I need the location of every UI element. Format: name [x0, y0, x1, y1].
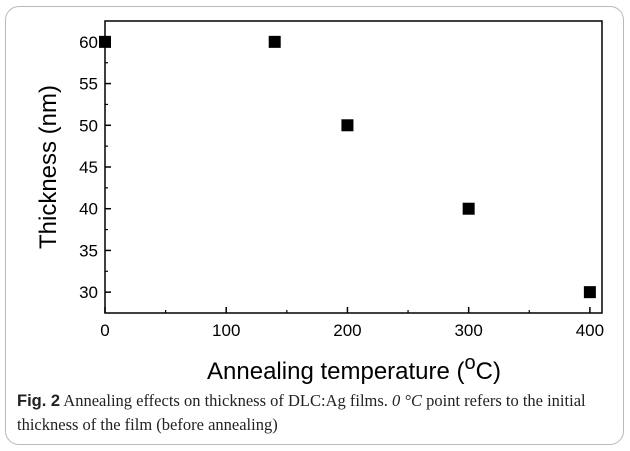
x-axis: 0 100 200 300 400 [100, 307, 604, 340]
y-axis-label: Thickness (nm) [35, 85, 62, 249]
x-axis-label-main: Annealing temperature ( [207, 358, 464, 385]
x-tick-label: 300 [454, 321, 482, 340]
x-tick-label: 100 [212, 321, 240, 340]
y-tick-label: 35 [79, 241, 98, 260]
figure-label: Fig. 2 [17, 392, 61, 410]
scatter-plot: 30 35 40 45 50 55 60 0 100 200 300 400 Thickness (… [35, 20, 604, 385]
x-tick-label: 0 [100, 321, 109, 340]
data-point [462, 202, 475, 215]
y-axis: 30 35 40 45 50 55 60 [79, 33, 111, 302]
x-axis-label-sup: o [465, 352, 476, 374]
data-point [583, 286, 596, 299]
y-tick-label: 50 [79, 116, 98, 135]
data-point [341, 119, 354, 132]
caption-italic: 0 °C [392, 391, 423, 410]
figure-frame [5, 6, 624, 445]
y-tick-label: 30 [79, 283, 98, 302]
caption-text-2: point refers to the initial thickness of… [17, 391, 586, 434]
y-tick-label: 60 [79, 33, 98, 52]
x-axis-label: Annealing temperature (oC) [207, 352, 501, 385]
y-tick-label: 45 [79, 158, 98, 177]
x-tick-label: 400 [576, 321, 604, 340]
y-tick-label: 55 [79, 75, 98, 94]
x-tick-label: 200 [333, 321, 361, 340]
data-point [268, 35, 281, 48]
caption-text-1: Annealing effects on thickness of DLC:Ag… [60, 391, 393, 410]
y-tick-label: 40 [79, 200, 98, 219]
x-axis-label-unit: C) [476, 358, 501, 385]
data-point [99, 35, 111, 48]
data-points [99, 35, 596, 299]
plot-area [104, 20, 603, 314]
figure-caption: Fig. 2 Annealing effects on thickness of… [17, 389, 617, 436]
